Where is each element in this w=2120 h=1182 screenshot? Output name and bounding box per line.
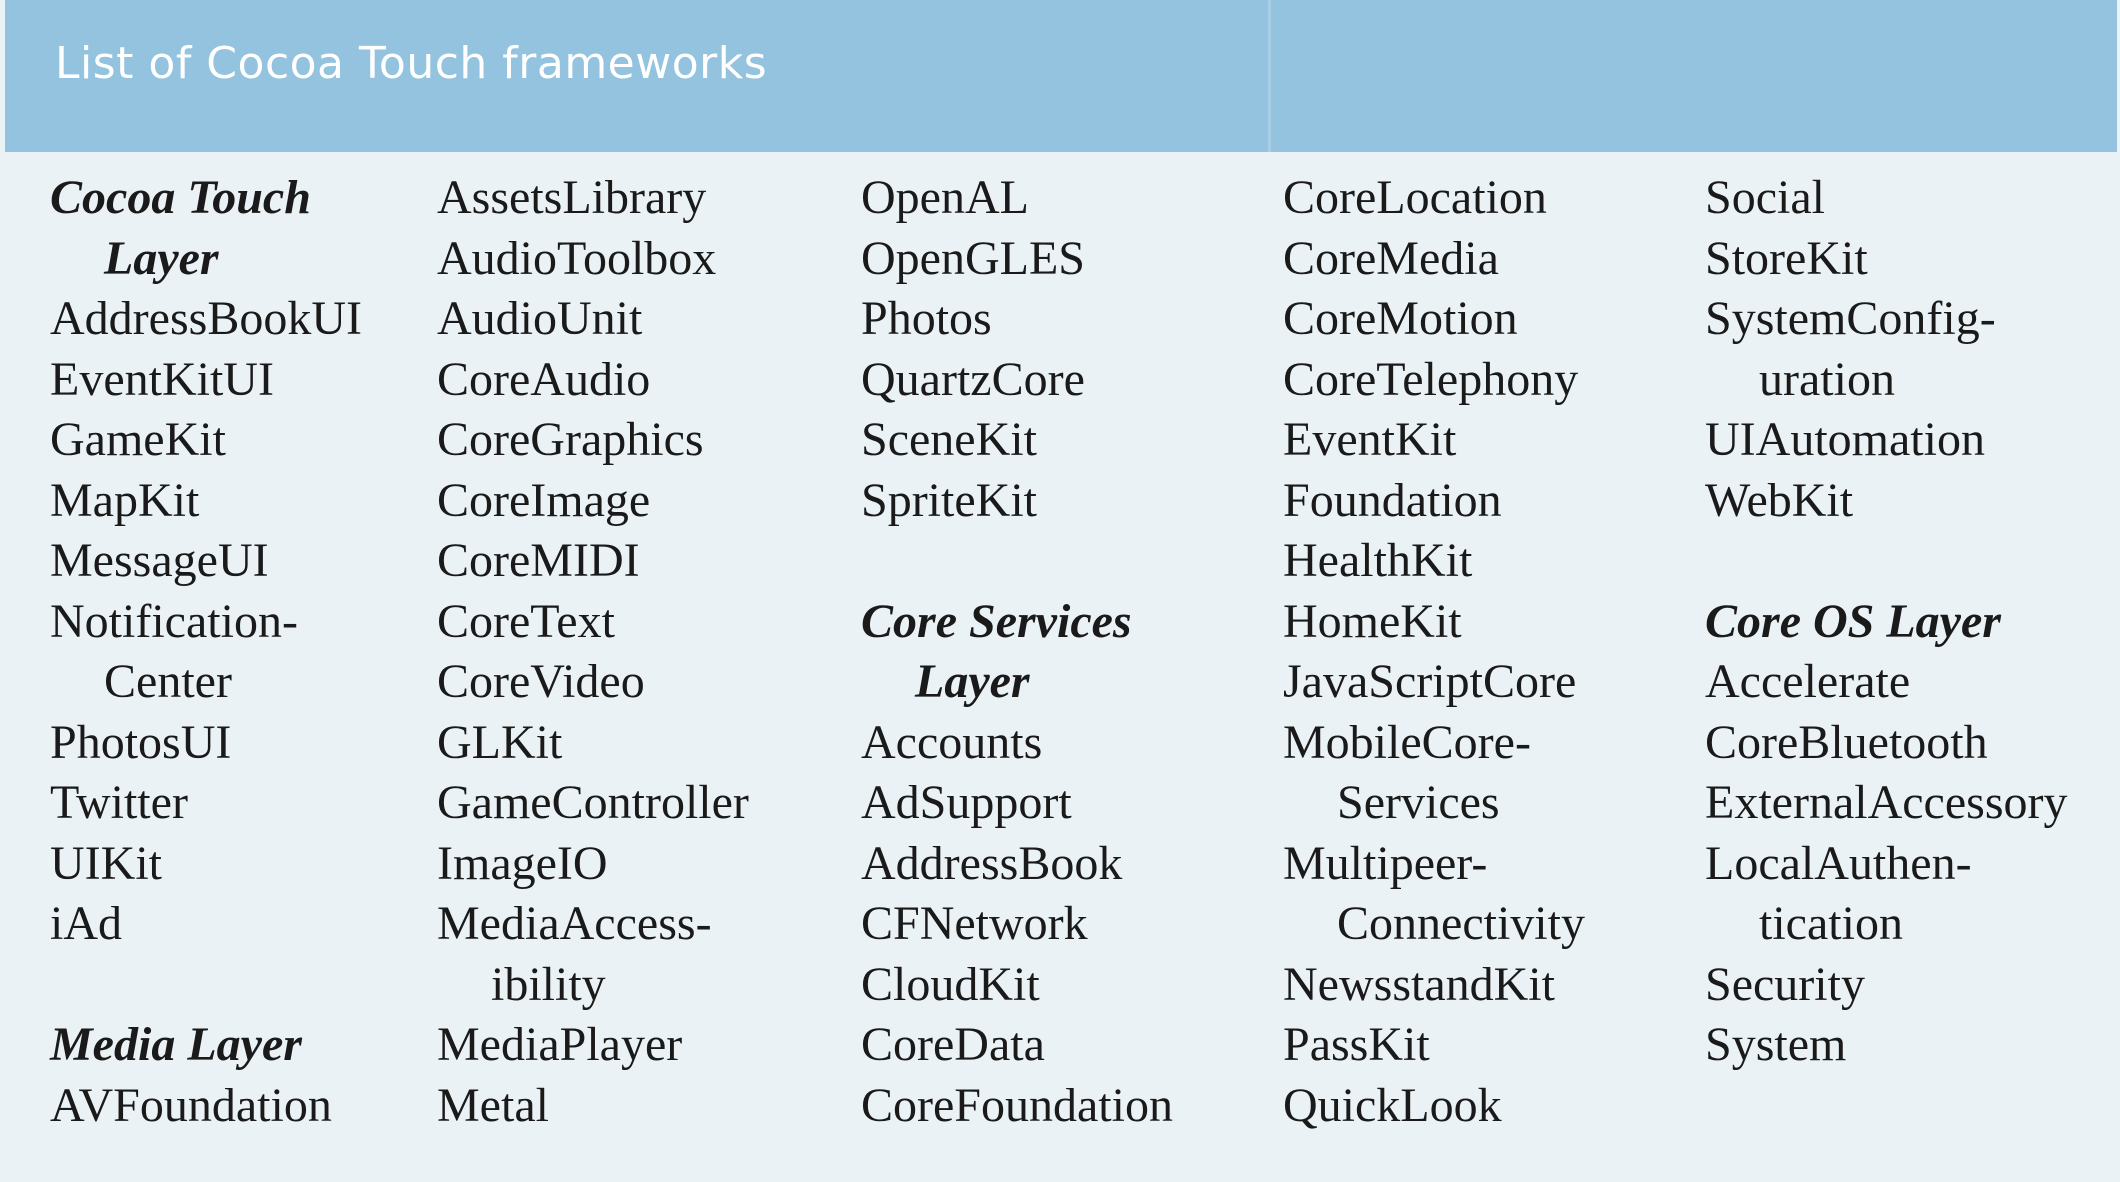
framework-item: GameController bbox=[437, 776, 749, 829]
framework-item: CoreLocation bbox=[1283, 171, 1547, 224]
framework-item: OpenGLES bbox=[861, 231, 1085, 285]
framework-item: uration bbox=[1759, 352, 1895, 406]
framework-item: CoreText bbox=[437, 594, 615, 648]
framework-item: AudioUnit bbox=[437, 292, 643, 345]
framework-item: AddressBookUI bbox=[50, 292, 362, 345]
framework-item: System bbox=[1705, 1018, 1847, 1071]
column-5: Social StoreKit SystemConfig-uration UIAuto… bbox=[1705, 168, 2068, 1076]
framework-item: MapKit bbox=[50, 473, 200, 527]
framework-item: ImageIO bbox=[437, 836, 608, 890]
spacer bbox=[861, 531, 1173, 592]
framework-item: CloudKit bbox=[861, 957, 1040, 1011]
framework-item: StoreKit bbox=[1705, 231, 1868, 285]
framework-item: CoreData bbox=[861, 1018, 1045, 1071]
spacer bbox=[1705, 531, 2068, 592]
framework-item: WebKit bbox=[1705, 473, 1854, 527]
framework-item: Services bbox=[1337, 776, 1500, 829]
layer-heading: Layer bbox=[915, 655, 1030, 708]
framework-item: CoreImage bbox=[437, 473, 651, 527]
framework-item: Multipeer- bbox=[1283, 836, 1488, 890]
framework-item: Accounts bbox=[861, 715, 1043, 769]
framework-item: EventKit bbox=[1283, 413, 1457, 466]
framework-item: Foundation bbox=[1283, 473, 1502, 527]
framework-item: CoreAudio bbox=[437, 352, 651, 406]
framework-item: SpriteKit bbox=[861, 473, 1037, 527]
framework-item: AVFoundation bbox=[50, 1078, 332, 1132]
framework-item: Security bbox=[1705, 957, 1865, 1011]
framework-item: tication bbox=[1759, 897, 1903, 950]
framework-item: ExternalAccessory bbox=[1705, 776, 2068, 829]
framework-item: MobileCore- bbox=[1283, 715, 1531, 769]
framework-item: Accelerate bbox=[1705, 655, 1911, 708]
framework-item: Metal bbox=[437, 1078, 549, 1132]
framework-item: ibility bbox=[491, 957, 606, 1011]
framework-item: CFNetwork bbox=[861, 897, 1088, 950]
framework-item: AssetsLibrary bbox=[437, 171, 707, 224]
framework-item: MediaAccess- bbox=[437, 897, 712, 950]
layer-heading: Media Layer bbox=[50, 1018, 302, 1071]
framework-item: CoreMedia bbox=[1283, 231, 1499, 285]
column-3: OpenAL OpenGLES Photos QuartzCore SceneKit Sp… bbox=[861, 168, 1173, 1136]
layer-heading: Layer bbox=[104, 231, 219, 285]
framework-item: GLKit bbox=[437, 715, 563, 769]
framework-item: CoreTelephony bbox=[1283, 352, 1579, 406]
framework-item: PassKit bbox=[1283, 1018, 1430, 1071]
framework-item: Photos bbox=[861, 292, 992, 345]
layer-heading: Core Services bbox=[861, 594, 1132, 648]
framework-item: EventKitUI bbox=[50, 352, 274, 406]
framework-item: Notification- bbox=[50, 594, 298, 648]
framework-item: CoreVideo bbox=[437, 655, 645, 708]
framework-item: NewsstandKit bbox=[1283, 957, 1555, 1011]
framework-item: MediaPlayer bbox=[437, 1018, 683, 1071]
framework-item: PhotosUI bbox=[50, 715, 232, 769]
header-divider bbox=[1268, 0, 1271, 152]
framework-item: LocalAuthen- bbox=[1705, 836, 1972, 890]
framework-item: Twitter bbox=[50, 776, 188, 829]
layer-heading: Cocoa Touch bbox=[50, 171, 311, 224]
framework-item: CoreMIDI bbox=[437, 534, 640, 587]
framework-item: MessageUI bbox=[50, 534, 269, 587]
framework-item: Center bbox=[104, 655, 232, 708]
column-2: AssetsLibrary AudioToolbox AudioUnit CoreAu… bbox=[437, 168, 749, 1136]
framework-item: AudioToolbox bbox=[437, 231, 717, 285]
framework-item: QuickLook bbox=[1283, 1078, 1502, 1132]
framework-item: iAd bbox=[50, 897, 122, 950]
panel-title: List of Cocoa Touch frameworks bbox=[55, 38, 768, 89]
framework-item: SceneKit bbox=[861, 413, 1037, 466]
spacer bbox=[50, 955, 362, 1016]
framework-item: CoreBluetooth bbox=[1705, 715, 1988, 769]
framework-item: Connectivity bbox=[1337, 897, 1585, 950]
framework-item: OpenAL bbox=[861, 171, 1029, 224]
framework-item: UIAutomation bbox=[1705, 413, 1985, 466]
framework-item: AddressBook bbox=[861, 836, 1123, 890]
layer-heading: Core OS Layer bbox=[1705, 594, 2001, 648]
framework-item: CoreFoundation bbox=[861, 1078, 1173, 1132]
column-1: Cocoa Touch Layer AddressBookUI EventKitUI G… bbox=[50, 168, 362, 1136]
framework-item: UIKit bbox=[50, 836, 162, 890]
framework-item: CoreMotion bbox=[1283, 292, 1518, 345]
framework-item: JavaScriptCore bbox=[1283, 655, 1577, 708]
framework-item: HomeKit bbox=[1283, 594, 1462, 648]
framework-item: QuartzCore bbox=[861, 352, 1085, 406]
framework-item: CoreGraphics bbox=[437, 413, 704, 466]
panel-header: List of Cocoa Touch frameworks bbox=[5, 0, 2117, 152]
framework-item: AdSupport bbox=[861, 776, 1072, 829]
column-4: CoreLocation CoreMedia CoreMotion CoreTelep… bbox=[1283, 168, 1585, 1136]
framework-item: GameKit bbox=[50, 413, 226, 466]
framework-item: SystemConfig- bbox=[1705, 292, 1996, 345]
framework-item: Social bbox=[1705, 171, 1825, 224]
framework-item: HealthKit bbox=[1283, 534, 1473, 587]
